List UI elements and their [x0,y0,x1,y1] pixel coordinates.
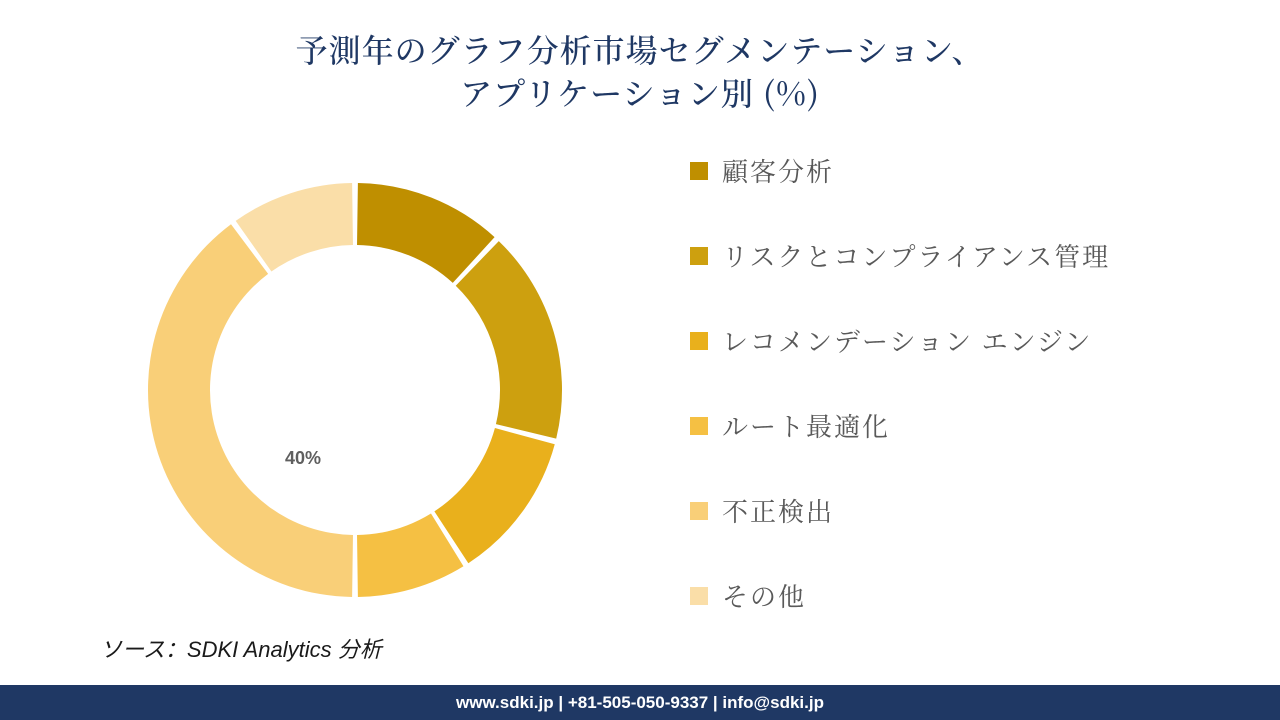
donut-segment [456,241,562,439]
legend-swatch [690,502,708,520]
legend-swatch [690,417,708,435]
donut-value-label: 40% [285,448,321,469]
chart-title: 予測年のグラフ分析市場セグメンテーション、 アプリケーション別 (%) [0,28,1280,114]
donut-segment [434,428,554,563]
legend-label: レコメンデーション エンジン [722,322,1092,359]
legend-item: 不正検出 [690,492,1250,529]
legend-item: 顧客分析 [690,152,1250,189]
legend-item: レコメンデーション エンジン [690,322,1250,359]
legend-label: ルート最適化 [722,407,890,444]
legend-swatch [690,162,708,180]
legend-swatch [690,587,708,605]
legend-label: その他 [722,577,806,614]
chart-title-line1: 予測年のグラフ分析市場セグメンテーション、 [0,28,1280,71]
legend-label: 不正検出 [722,492,834,529]
donut-segment [148,224,353,597]
source-attribution: ソース：SDKI Analytics 分析 [100,632,382,664]
donut-chart: 40% [135,170,575,610]
chart-title-line2: アプリケーション別 (%) [0,71,1280,114]
legend-swatch [690,247,708,265]
legend-label: リスクとコンプライアンス管理 [722,237,1110,274]
footer-bar: www.sdki.jp | +81-505-050-9337 | info@sd… [0,685,1280,720]
legend-label: 顧客分析 [722,152,834,189]
legend-swatch [690,332,708,350]
donut-svg [135,170,575,610]
legend-item: リスクとコンプライアンス管理 [690,237,1250,274]
legend: 顧客分析リスクとコンプライアンス管理レコメンデーション エンジンルート最適化不正… [690,152,1250,662]
legend-item: その他 [690,577,1250,614]
legend-item: ルート最適化 [690,407,1250,444]
